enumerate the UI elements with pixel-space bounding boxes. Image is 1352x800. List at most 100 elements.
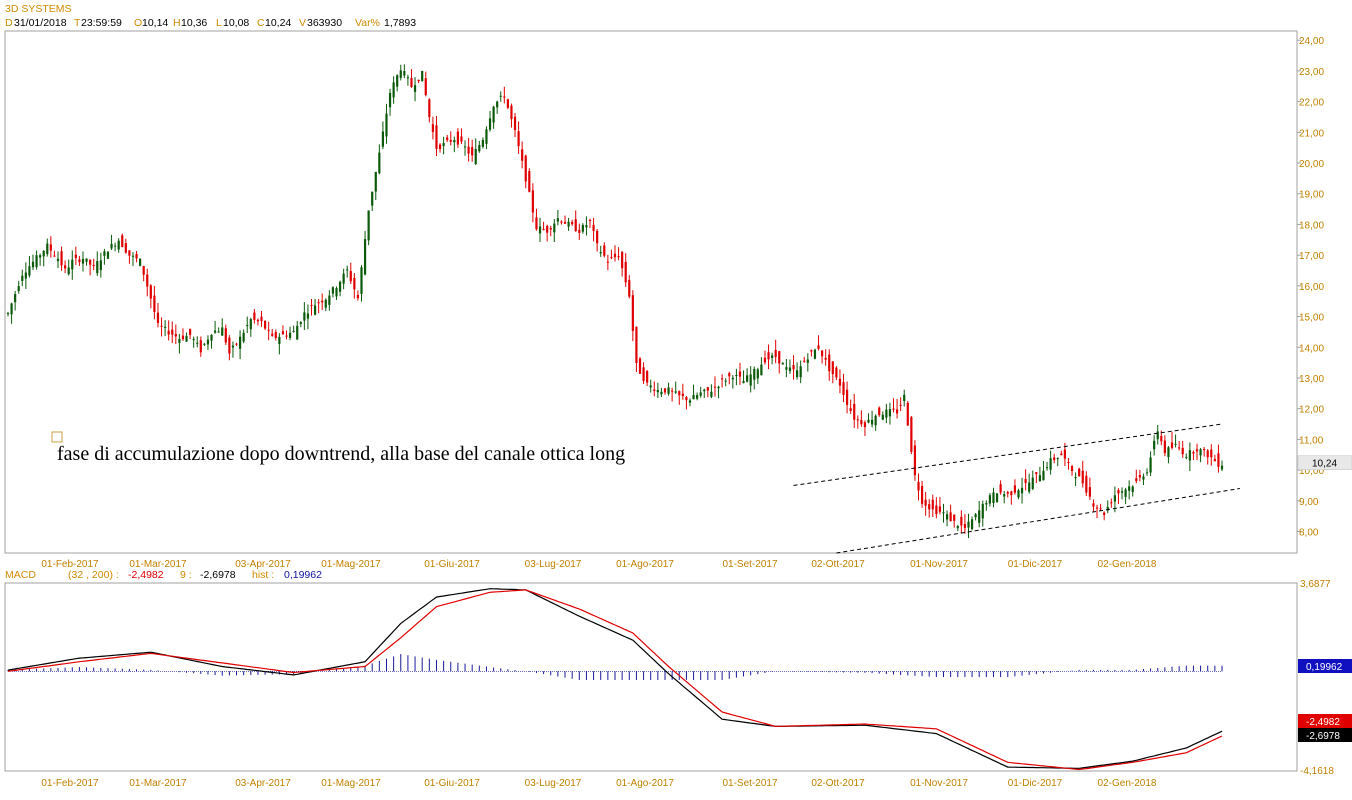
price-x-tick-label: 02-Ott-2017 <box>811 559 865 570</box>
candle-body <box>438 144 442 150</box>
candle-body <box>970 519 974 530</box>
candle-body <box>831 361 834 375</box>
price-x-tick-label: 01-Ago-2017 <box>616 559 674 570</box>
macd-line <box>7 588 1223 769</box>
candle-body <box>981 503 984 519</box>
candle-body <box>296 325 299 340</box>
candle-body <box>46 243 49 255</box>
candle-body <box>406 77 410 79</box>
candle-body <box>181 335 185 340</box>
ohlc-header: D 31/01/2018 T 23:59:59 O 10,14 H 10,36 … <box>5 17 416 29</box>
hist-label: hist : <box>252 569 274 581</box>
candle-body <box>399 70 402 78</box>
candle-body <box>1081 470 1084 484</box>
price-y-tick-label: 11,00 <box>1299 435 1324 446</box>
candle-body <box>578 229 581 233</box>
candle-body <box>606 261 609 263</box>
price-x-tick-label: 02-Gen-2018 <box>1098 559 1157 570</box>
candle-body <box>192 339 195 341</box>
candle-body <box>221 327 224 336</box>
candle-body <box>938 506 942 512</box>
candle-body <box>228 337 231 354</box>
candle-body <box>945 514 949 520</box>
price-y-tick-label: 19,00 <box>1299 190 1324 201</box>
price-y-tick-label: 18,00 <box>1299 220 1324 231</box>
candle-body <box>203 343 206 345</box>
candle-body <box>542 228 545 230</box>
candle-body <box>581 224 584 232</box>
candle-body <box>99 260 102 271</box>
candle-body <box>428 99 431 118</box>
candle-body <box>124 243 127 253</box>
candle-body <box>703 389 706 392</box>
candle-body <box>1070 466 1074 472</box>
candle-body <box>531 190 534 213</box>
candle-body <box>1095 507 1099 509</box>
candle-body <box>1153 440 1156 450</box>
candle-body <box>696 395 699 399</box>
candle-body <box>238 336 242 349</box>
candle-body <box>496 101 499 108</box>
candle-body <box>995 493 999 503</box>
price-y-tick-label: 10,00 <box>1299 466 1324 477</box>
annotation-marker <box>51 431 63 443</box>
candle-body <box>874 415 877 426</box>
candle-body <box>460 136 463 142</box>
macd-x-tick-label: 03-Lug-2017 <box>525 778 582 789</box>
candle-body <box>78 259 81 263</box>
candle-body <box>346 269 349 271</box>
candle-body <box>1060 453 1063 456</box>
candle-body <box>853 403 856 420</box>
candle-body <box>185 335 188 342</box>
candle-body <box>1074 477 1077 479</box>
candle-body <box>1049 458 1052 470</box>
candle-body <box>313 305 317 315</box>
candle-body <box>1110 502 1113 504</box>
candle-body <box>328 295 331 305</box>
candle-body <box>56 258 60 262</box>
candle-body <box>799 366 802 378</box>
last-price-box <box>1297 455 1352 470</box>
candle-body <box>1206 450 1209 458</box>
candle-body <box>706 387 709 391</box>
candle-body <box>713 386 717 388</box>
candle-body <box>28 266 31 276</box>
candle-body <box>792 365 795 370</box>
candle-body <box>431 124 434 132</box>
candle-body <box>324 299 327 308</box>
candle-body <box>288 332 292 338</box>
candle-body <box>599 252 602 254</box>
candle-body <box>649 385 652 388</box>
candle-body <box>935 505 938 515</box>
candle-body <box>196 342 199 344</box>
candle-body <box>592 224 595 232</box>
candle-body <box>735 374 738 376</box>
candle-body <box>892 408 895 410</box>
candle-body <box>356 294 360 299</box>
candle-body <box>881 414 884 420</box>
candle-body <box>213 330 217 333</box>
macd-histogram <box>7 654 1223 680</box>
candle-body <box>1145 472 1149 474</box>
candle-body <box>142 266 145 275</box>
candle-body <box>574 219 577 232</box>
candle-body <box>781 363 784 365</box>
candle-body <box>985 503 988 505</box>
signal-badge <box>1298 728 1352 742</box>
price-y-tick-label: 22,00 <box>1299 98 1324 109</box>
price-x-tick-label: 01-Dic-2017 <box>1008 559 1063 570</box>
candle-body <box>699 392 702 396</box>
candle-body <box>667 387 670 394</box>
candle-body <box>67 267 70 275</box>
candle-body <box>492 106 495 123</box>
candle-body <box>260 316 263 322</box>
candle-body <box>413 85 417 92</box>
candle-body <box>349 271 352 282</box>
candle-body <box>521 149 524 161</box>
candle-body <box>338 281 342 292</box>
macd-x-tick-label: 01-Mar-2017 <box>129 778 187 789</box>
candle-body <box>1042 470 1045 481</box>
candle-body <box>471 147 474 156</box>
candle-body <box>210 334 213 341</box>
candle-body <box>1020 487 1024 494</box>
